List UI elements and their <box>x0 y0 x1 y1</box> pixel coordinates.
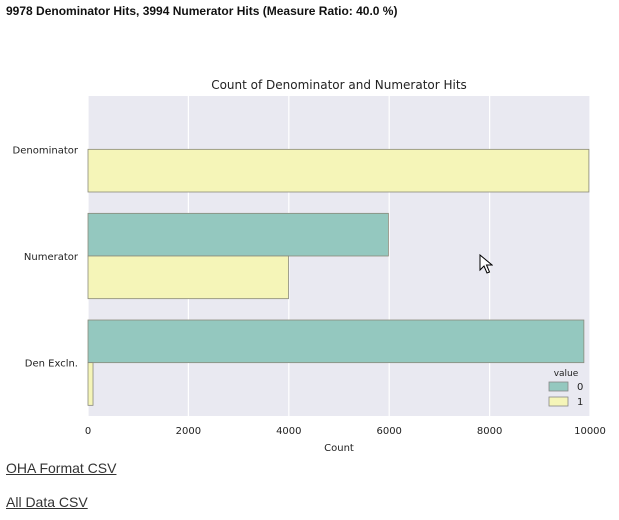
x-tick-label-2: 4000 <box>276 426 301 437</box>
bars <box>87 148 590 406</box>
x-tick-label-3: 6000 <box>376 426 401 437</box>
legend-label-1: 1 <box>577 397 583 408</box>
legend-swatch-0 <box>548 381 569 392</box>
bar-numerator-0 <box>87 212 389 257</box>
bar-den-excln-0 <box>87 319 585 364</box>
oha-format-csv-link[interactable]: OHA Format CSV <box>6 460 117 476</box>
legend-swatch-1 <box>548 396 569 407</box>
x-tick-label-5: 10000 <box>574 426 606 437</box>
bar-numerator-1 <box>87 255 289 300</box>
mouse-cursor-icon <box>479 254 493 274</box>
category-label-0: Denominator <box>13 145 79 156</box>
all-data-csv-link[interactable]: All Data CSV <box>6 494 88 510</box>
x-tick-label-4: 8000 <box>477 426 502 437</box>
category-label-2: Den Excln. <box>25 359 78 370</box>
x-tick-label-0: 0 <box>85 426 91 437</box>
legend: value 0 1 <box>548 369 583 408</box>
chart-title: Count of Denominator and Numerator Hits <box>211 78 467 92</box>
bar-den-excln-1 <box>87 362 94 406</box>
measure-summary: 9978 Denominator Hits, 3994 Numerator Hi… <box>6 4 398 18</box>
bar-chart: Count of Denominator and Numerator Hits … <box>13 78 606 454</box>
legend-title: value <box>554 369 579 379</box>
category-labels: Denominator Numerator Den Excln. <box>13 145 79 369</box>
bar-denominator-1 <box>87 148 590 193</box>
x-tick-labels: 0 2000 4000 6000 8000 10000 <box>85 426 606 437</box>
legend-label-0: 0 <box>577 382 583 393</box>
x-axis-label: Count <box>324 443 354 454</box>
x-tick-label-1: 2000 <box>176 426 201 437</box>
category-label-1: Numerator <box>24 252 79 263</box>
